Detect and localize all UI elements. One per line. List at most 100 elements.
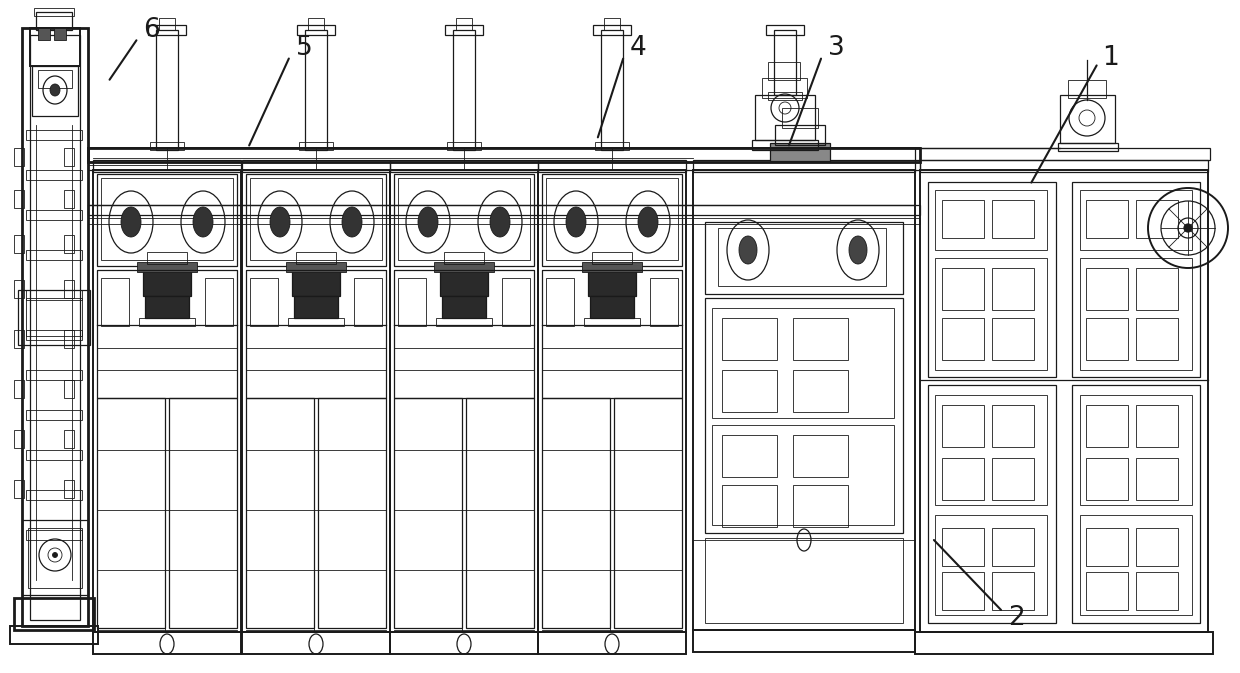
Bar: [591, 252, 632, 264]
Bar: [26, 330, 82, 340]
Bar: [97, 398, 165, 628]
Bar: [32, 66, 78, 116]
Bar: [1136, 268, 1178, 310]
Bar: [38, 28, 50, 40]
Bar: [296, 252, 336, 264]
Ellipse shape: [52, 553, 57, 557]
Bar: [712, 308, 894, 418]
Bar: [148, 25, 186, 35]
Bar: [542, 174, 682, 266]
Bar: [93, 170, 241, 632]
Ellipse shape: [849, 236, 867, 264]
Text: 3: 3: [828, 35, 844, 61]
Bar: [298, 25, 335, 35]
Bar: [706, 298, 903, 533]
Bar: [1073, 385, 1200, 623]
Bar: [22, 520, 88, 595]
Bar: [775, 125, 825, 145]
Bar: [693, 170, 915, 630]
Bar: [22, 28, 88, 626]
Bar: [712, 425, 894, 525]
Bar: [546, 278, 574, 326]
Bar: [588, 266, 636, 296]
Bar: [88, 218, 920, 224]
Bar: [88, 162, 920, 170]
Bar: [935, 258, 1047, 370]
Bar: [1080, 395, 1192, 505]
Text: 6: 6: [143, 17, 160, 43]
Bar: [794, 435, 848, 477]
Bar: [1080, 258, 1192, 370]
Bar: [650, 278, 678, 326]
Bar: [584, 318, 640, 326]
Bar: [770, 143, 830, 161]
Bar: [14, 330, 24, 348]
Bar: [774, 30, 796, 95]
Bar: [64, 380, 74, 398]
Bar: [26, 490, 82, 500]
Bar: [305, 30, 327, 150]
Bar: [286, 262, 346, 272]
Bar: [502, 278, 529, 326]
Bar: [942, 458, 985, 500]
Bar: [29, 528, 82, 588]
Bar: [391, 160, 538, 172]
Bar: [935, 395, 1047, 505]
Bar: [1086, 458, 1128, 500]
Bar: [582, 262, 642, 272]
Bar: [942, 200, 985, 238]
Bar: [1080, 515, 1192, 615]
Ellipse shape: [418, 207, 438, 237]
Bar: [920, 160, 1208, 172]
Bar: [26, 298, 82, 336]
Ellipse shape: [739, 236, 756, 264]
Bar: [64, 235, 74, 253]
Bar: [915, 148, 1210, 160]
Bar: [1086, 528, 1128, 566]
Bar: [1136, 572, 1178, 610]
Bar: [26, 410, 82, 420]
Bar: [595, 142, 629, 150]
Bar: [169, 398, 237, 628]
Bar: [722, 435, 777, 477]
Bar: [93, 632, 241, 654]
Bar: [64, 190, 74, 208]
Bar: [1136, 528, 1178, 566]
Bar: [242, 160, 391, 172]
Bar: [139, 318, 195, 326]
Bar: [722, 485, 777, 527]
Bar: [604, 18, 620, 30]
Bar: [942, 528, 985, 566]
Bar: [1086, 268, 1128, 310]
Bar: [136, 262, 197, 272]
Bar: [148, 252, 187, 264]
Bar: [538, 632, 686, 654]
Bar: [706, 538, 903, 623]
Bar: [992, 200, 1034, 238]
Ellipse shape: [639, 207, 658, 237]
Bar: [394, 270, 534, 398]
Bar: [159, 18, 175, 30]
Bar: [935, 190, 1047, 250]
Bar: [794, 485, 848, 527]
Bar: [538, 170, 686, 632]
Bar: [246, 174, 386, 266]
Bar: [26, 210, 82, 220]
Bar: [928, 182, 1056, 377]
Bar: [1136, 405, 1178, 447]
Bar: [1073, 182, 1200, 377]
Ellipse shape: [50, 84, 60, 96]
Bar: [64, 280, 74, 298]
Bar: [398, 278, 427, 326]
Bar: [308, 18, 324, 30]
Bar: [353, 278, 382, 326]
Bar: [706, 222, 903, 294]
Bar: [794, 370, 848, 412]
Bar: [445, 25, 484, 35]
Bar: [590, 296, 634, 318]
Bar: [935, 515, 1047, 615]
Bar: [992, 572, 1034, 610]
Bar: [64, 480, 74, 498]
Bar: [722, 318, 777, 360]
Bar: [538, 160, 686, 172]
